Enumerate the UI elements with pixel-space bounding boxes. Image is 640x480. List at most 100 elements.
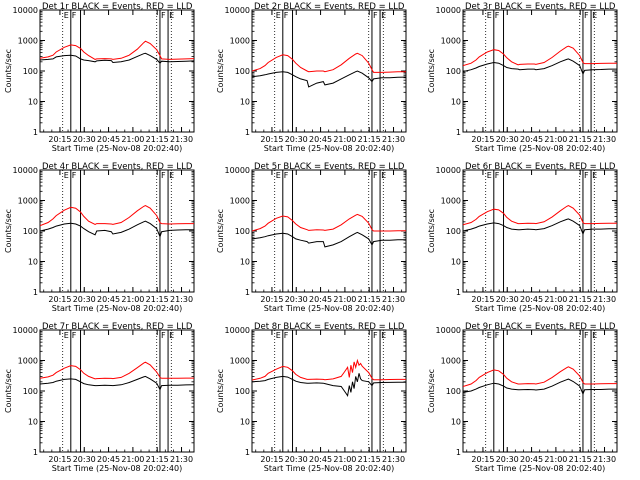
event-marker-label: E [276,331,281,340]
x-tick-label: 20:45 [309,135,332,144]
series-group [40,205,194,239]
event-marker-label: F [584,171,589,180]
x-tick-label: 21:30 [382,135,405,144]
y-axis-label: Counts/sec [427,209,436,253]
x-axis-label: Start Time (25-Nov-08 20:02:40) [52,464,182,473]
x-tick-label: 21:30 [382,455,405,464]
x-tick-label: 21:00 [121,295,144,304]
series-group [463,205,617,236]
y-tick-label: 1000 [230,197,250,206]
event-marker-label: F [373,171,378,180]
y-tick-label: 10000 [225,6,250,15]
plot-frame [462,329,618,453]
plot-frame [462,169,618,293]
y-tick-label: 10 [28,418,38,427]
y-tick-label: 10 [451,98,461,107]
x-tick-label: 20:15 [48,135,71,144]
x-axis-label: Start Time (25-Nov-08 20:02:40) [475,304,605,313]
x-axis-label: Start Time (25-Nov-08 20:02:40) [264,464,394,473]
panel-det-2: Det 2r BLACK = Events, RED = LLD 1 10 100 10… [216,2,407,153]
event-marker-label: F [495,11,500,20]
series-group [463,366,617,396]
series-group [40,40,194,64]
x-axis-label: Start Time (25-Nov-08 20:02:40) [52,304,182,313]
event-marker-label: E [592,11,597,20]
x-tick-label: 21:15 [358,455,381,464]
panel-title: Det 3r BLACK = Events, RED = LLD [465,2,616,12]
panel-title: Det 4r BLACK = Events, RED = LLD [42,162,193,172]
event-marker-label: F [373,331,378,340]
event-marker-label: E [592,331,597,340]
x-axis-label: Start Time (25-Nov-08 20:02:40) [264,144,394,153]
x-tick-label: 20:45 [97,295,120,304]
y-tick-label: 10000 [436,326,461,335]
y-axis-label: Counts/sec [427,49,436,93]
y-tick-label: 10 [240,418,250,427]
panel-title: Det 1r BLACK = Events, RED = LLD [42,2,193,12]
y-tick-label: 10000 [225,326,250,335]
y-tick-label: 1000 [18,357,38,366]
x-tick-label: 21:00 [544,295,567,304]
event-marker-label: E [64,171,69,180]
x-tick-label: 21:30 [170,295,193,304]
red-series-line [40,40,194,60]
plot-frame [39,169,195,293]
y-tick-label: 1 [245,128,250,137]
black-series-line [252,373,406,398]
y-tick-label: 10 [240,98,250,107]
red-series-line [252,213,406,232]
black-series-line [463,218,617,236]
y-tick-label: 100 [23,387,38,396]
y-tick-label: 1000 [18,37,38,46]
x-tick-label: 21:30 [593,135,616,144]
y-tick-label: 1000 [18,197,38,206]
x-tick-label: 20:15 [471,455,494,464]
event-marker-label: F [72,171,77,180]
x-tick-label: 20:30 [285,135,308,144]
x-tick-label: 20:45 [520,455,543,464]
x-tick-label: 20:45 [309,295,332,304]
y-tick-label: 1 [33,448,38,457]
y-tick-label: 100 [235,67,250,76]
y-tick-label: 1 [456,288,461,297]
red-series-line [463,366,617,387]
x-tick-label: 20:45 [520,295,543,304]
y-tick-label: 10 [240,258,250,267]
panel-title: Det 9r BLACK = Events, RED = LLD [465,322,616,332]
x-tick-label: 20:30 [496,295,519,304]
x-tick-label: 20:45 [520,135,543,144]
event-marker-label: E [381,331,386,340]
event-marker-label: E [64,331,69,340]
black-series-line [463,378,617,396]
y-tick-label: 100 [23,67,38,76]
panel-title: Det 6r BLACK = Events, RED = LLD [465,162,616,172]
y-axis-label: Counts/sec [4,369,13,413]
y-tick-label: 100 [23,227,38,236]
red-series-line [252,358,406,381]
panel-det-4: Det 4r BLACK = Events, RED = LLD 1 10 100 10… [4,162,195,313]
x-tick-label: 21:15 [146,455,169,464]
panel-det-9: Det 9r BLACK = Events, RED = LLD 1 10 100 10… [427,322,618,473]
y-axis-label: Counts/sec [4,49,13,93]
black-series-line [40,52,194,64]
y-tick-label: 10000 [225,166,250,175]
y-axis-label: Counts/sec [4,209,13,253]
red-series-line [40,205,194,227]
y-axis-label: Counts/sec [427,369,436,413]
x-tick-label: 21:15 [146,295,169,304]
panel-det-1: Det 1r BLACK = Events, RED = LLD 1 10 100 10… [4,2,195,153]
event-marker-label: E [64,11,69,20]
y-tick-label: 1000 [230,357,250,366]
red-series-line [463,205,617,226]
series-group [252,52,406,88]
event-marker-label: F [161,171,166,180]
plot-frame [39,329,195,453]
event-marker-label: E [487,11,492,20]
y-tick-label: 100 [235,387,250,396]
x-axis-label: Start Time (25-Nov-08 20:02:40) [475,144,605,153]
event-marker-label: E [487,331,492,340]
event-marker-label: F [584,11,589,20]
event-marker-label: E [169,331,174,340]
